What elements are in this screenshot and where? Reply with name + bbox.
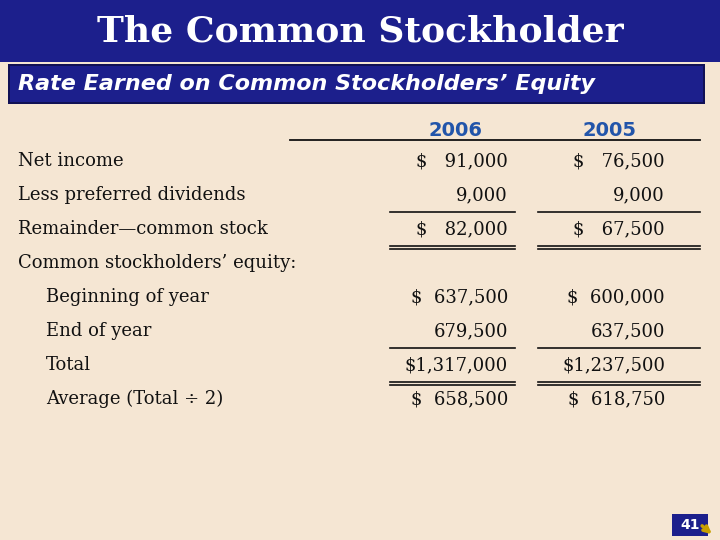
Text: $   76,500: $ 76,500 <box>573 152 665 170</box>
Text: $   91,000: $ 91,000 <box>416 152 508 170</box>
Text: Net income: Net income <box>18 152 124 170</box>
Text: 9,000: 9,000 <box>613 186 665 204</box>
Text: Common stockholders’ equity:: Common stockholders’ equity: <box>18 254 297 272</box>
Text: Total: Total <box>46 356 91 374</box>
Text: Less preferred dividends: Less preferred dividends <box>18 186 246 204</box>
Text: 9,000: 9,000 <box>456 186 508 204</box>
Text: $  600,000: $ 600,000 <box>567 288 665 306</box>
Bar <box>10 66 703 102</box>
Bar <box>0 0 720 62</box>
Text: Remainder—common stock: Remainder—common stock <box>18 220 268 238</box>
Text: 679,500: 679,500 <box>433 322 508 340</box>
Bar <box>8 64 705 104</box>
Text: $   82,000: $ 82,000 <box>416 220 508 238</box>
Text: 2005: 2005 <box>583 120 637 139</box>
Text: 2006: 2006 <box>428 120 482 139</box>
Text: End of year: End of year <box>46 322 151 340</box>
Text: $  658,500: $ 658,500 <box>410 390 508 408</box>
Text: $1,317,000: $1,317,000 <box>405 356 508 374</box>
Text: Average (Total ÷ 2): Average (Total ÷ 2) <box>46 390 223 408</box>
Text: Rate Earned on Common Stockholders’ Equity: Rate Earned on Common Stockholders’ Equi… <box>18 74 595 94</box>
Bar <box>672 514 708 536</box>
Text: 637,500: 637,500 <box>590 322 665 340</box>
Text: 41: 41 <box>680 518 700 532</box>
Text: The Common Stockholder: The Common Stockholder <box>96 14 624 48</box>
Text: $  618,750: $ 618,750 <box>567 390 665 408</box>
Text: $1,237,500: $1,237,500 <box>562 356 665 374</box>
Text: $  637,500: $ 637,500 <box>410 288 508 306</box>
Text: Beginning of year: Beginning of year <box>46 288 209 306</box>
Text: $   67,500: $ 67,500 <box>573 220 665 238</box>
Bar <box>0 62 720 540</box>
